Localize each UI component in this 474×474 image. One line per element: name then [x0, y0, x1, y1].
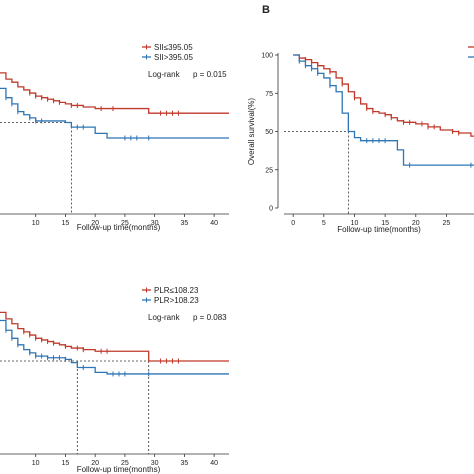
x-tick-label: 40: [210, 220, 218, 227]
y-tick-label: 50: [265, 129, 273, 136]
legend-label: SII≤395.05: [154, 43, 193, 52]
x-tick-label: 35: [180, 220, 188, 227]
y-tick-label: 0: [269, 206, 273, 213]
logrank-label: Log-rank: [148, 313, 181, 322]
x-tick-label: 10: [32, 220, 40, 227]
y-tick-label: 25: [265, 167, 273, 174]
survival-curve-blue: [293, 54, 474, 166]
logrank-label: Log-rank: [148, 70, 181, 79]
survival-curve-red: [293, 54, 474, 137]
logrank-p-value: p = 0.015: [193, 70, 227, 79]
panel-top-left: 10 15 20 25 30 35 40 Follow-up time(months) SII≤…: [0, 43, 229, 232]
x-axis-title: Follow-up time(months): [77, 223, 161, 232]
x-tick-label: 30: [151, 220, 159, 227]
x-tick-label: 15: [381, 220, 389, 227]
survival-curve-blue: [0, 319, 229, 375]
x-tick-label: 25: [121, 460, 129, 467]
panel-top-right: B 0 5 10 15 20 25 0 25 50 75 100 Overall survival(%)…: [247, 4, 474, 234]
y-tick-label: 100: [261, 53, 273, 60]
x-tick-label: 15: [62, 220, 70, 227]
y-tick-label: 75: [265, 91, 273, 98]
x-tick-label: 30: [151, 460, 159, 467]
x-tick-label: 20: [412, 220, 420, 227]
x-tick-label: 20: [91, 460, 99, 467]
x-axis-title: Follow-up time(months): [337, 225, 421, 234]
x-tick-label: 10: [351, 220, 359, 227]
x-tick-label: 25: [121, 220, 129, 227]
x-tick-label: 15: [62, 460, 70, 467]
x-tick-label: 40: [210, 460, 218, 467]
legend-label: PLR≤108.23: [154, 286, 199, 295]
x-tick-label: 20: [91, 220, 99, 227]
y-axis-title: Overall survival(%): [247, 98, 256, 165]
x-tick-label: 35: [180, 460, 188, 467]
x-tick-label: 0: [291, 220, 295, 227]
legend-label: PLR>108.23: [154, 296, 199, 305]
survival-curve-blue: [0, 87, 229, 139]
x-tick-label: 5: [322, 220, 326, 227]
panel-bottom-left: 10 15 20 25 30 35 40 Follow-up time(months) PLR≤…: [0, 286, 229, 474]
x-tick-label: 10: [32, 460, 40, 467]
logrank-p-value: p = 0.083: [193, 313, 227, 322]
panel-letter: B: [262, 4, 270, 16]
x-tick-label: 25: [443, 220, 451, 227]
legend-label: SII>395.05: [154, 53, 193, 62]
x-axis-title: Follow-up time(months): [77, 465, 161, 474]
